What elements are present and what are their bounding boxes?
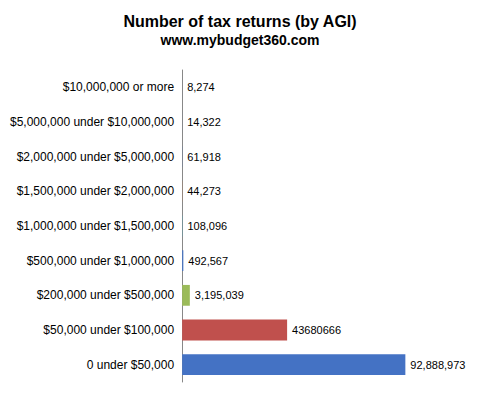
svg-text:61,918: 61,918 [187, 151, 221, 163]
svg-text:0 under $50,000: 0 under $50,000 [87, 358, 175, 372]
svg-text:$2,000,000 under $5,000,000: $2,000,000 under $5,000,000 [17, 150, 175, 164]
svg-text:3,195,039: 3,195,039 [195, 289, 244, 301]
svg-text:Number of tax returns (by AGI): Number of tax returns (by AGI) [123, 13, 356, 30]
svg-text:14,322: 14,322 [187, 116, 221, 128]
svg-text:$1,500,000 under $2,000,000: $1,500,000 under $2,000,000 [17, 184, 175, 198]
svg-text:$200,000 under $500,000: $200,000 under $500,000 [37, 288, 175, 302]
svg-text:8,274: 8,274 [187, 81, 215, 93]
svg-text:$500,000 under $1,000,000: $500,000 under $1,000,000 [27, 254, 175, 268]
svg-text:$50,000 under $100,000: $50,000 under $100,000 [43, 323, 174, 337]
svg-text:$1,000,000 under $1,500,000: $1,000,000 under $1,500,000 [17, 219, 175, 233]
svg-text:www.mybudget360.com: www.mybudget360.com [160, 32, 320, 48]
svg-text:44,273: 44,273 [187, 185, 221, 197]
svg-text:43680666: 43680666 [292, 324, 341, 336]
svg-text:108,096: 108,096 [187, 220, 227, 232]
svg-text:$5,000,000 under $10,000,000: $5,000,000 under $10,000,000 [10, 115, 174, 129]
svg-text:$10,000,000 or more: $10,000,000 or more [63, 80, 175, 94]
svg-text:92,888,973: 92,888,973 [410, 359, 465, 371]
svg-text:492,567: 492,567 [188, 255, 228, 267]
